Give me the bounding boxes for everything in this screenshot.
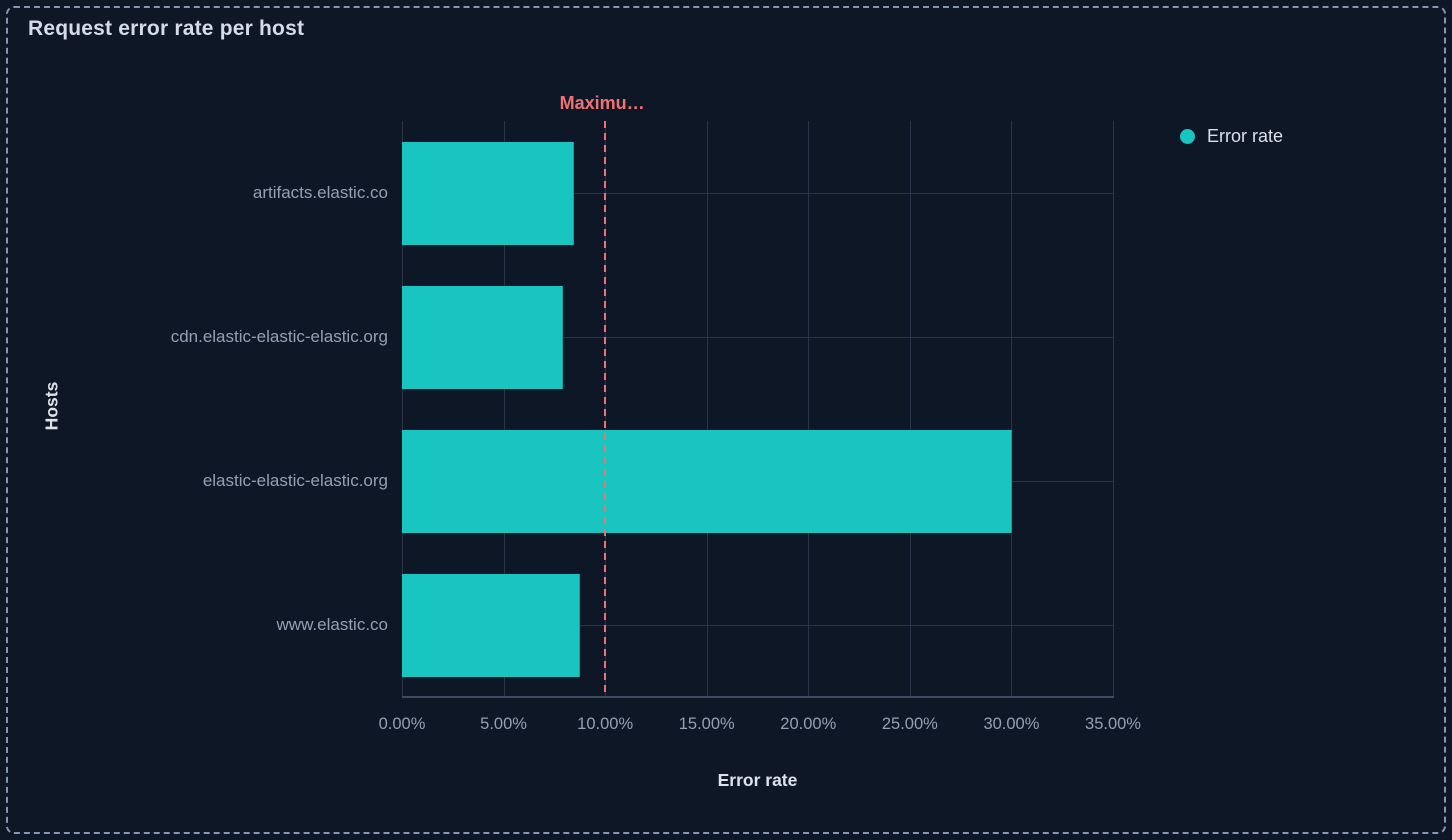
gridline-vertical [1011, 121, 1013, 697]
y-category-label: cdn.elastic-elastic-elastic.org [170, 327, 388, 346]
panel-title: Request error rate per host [28, 17, 305, 40]
y-category-label: www.elastic.co [276, 615, 388, 634]
bar-elastic-elastic-elastic.org[interactable] [402, 429, 1013, 533]
gridline-horizontal [402, 193, 1113, 194]
x-tick-label: 0.00% [378, 715, 426, 733]
x-tick-label: 20.00% [780, 715, 837, 733]
bar-cdn.elastic-elastic-elastic.org[interactable] [402, 285, 564, 389]
x-tick-label: 15.00% [678, 715, 735, 733]
y-category-labels: artifacts.elastic.co cdn.elastic-elastic-… [0, 0, 388, 840]
y-category-label: artifacts.elastic.co [252, 183, 388, 202]
gridline-vertical [503, 121, 505, 697]
series-color-dot-icon [1180, 129, 1195, 144]
threshold-line [604, 121, 607, 697]
threshold-label: Maximu… [559, 93, 645, 113]
x-axis-title: Error rate [717, 770, 798, 790]
bar-www.elastic.co[interactable] [402, 573, 580, 677]
gridline-vertical [706, 121, 708, 697]
gridline-horizontal [402, 625, 1113, 626]
x-axis-line [402, 696, 1114, 698]
x-tick-label: 10.00% [577, 715, 634, 733]
x-tick-labels: 0.00% 5.00% 10.00% 15.00% 20.00% 25.00% 30.00%… [379, 712, 1141, 736]
x-tick-label: 35.00% [1085, 715, 1141, 733]
gridline-vertical [1113, 121, 1114, 697]
bar-artifacts.elastic.co[interactable] [402, 141, 574, 245]
plot-area [402, 121, 1114, 697]
legend-label: Error rate [1207, 126, 1284, 146]
x-tick-label: 25.00% [881, 715, 938, 733]
gridline-vertical [909, 121, 911, 697]
gridline-vertical [402, 121, 403, 697]
x-tick-label: 5.00% [480, 715, 527, 733]
y-category-label: elastic-elastic-elastic.org [202, 471, 388, 490]
gridline-horizontal [402, 337, 1113, 338]
legend-item-error-rate[interactable]: Error rate [1180, 126, 1283, 147]
gridline-vertical [808, 121, 810, 697]
x-tick-label: 30.00% [983, 715, 1040, 733]
